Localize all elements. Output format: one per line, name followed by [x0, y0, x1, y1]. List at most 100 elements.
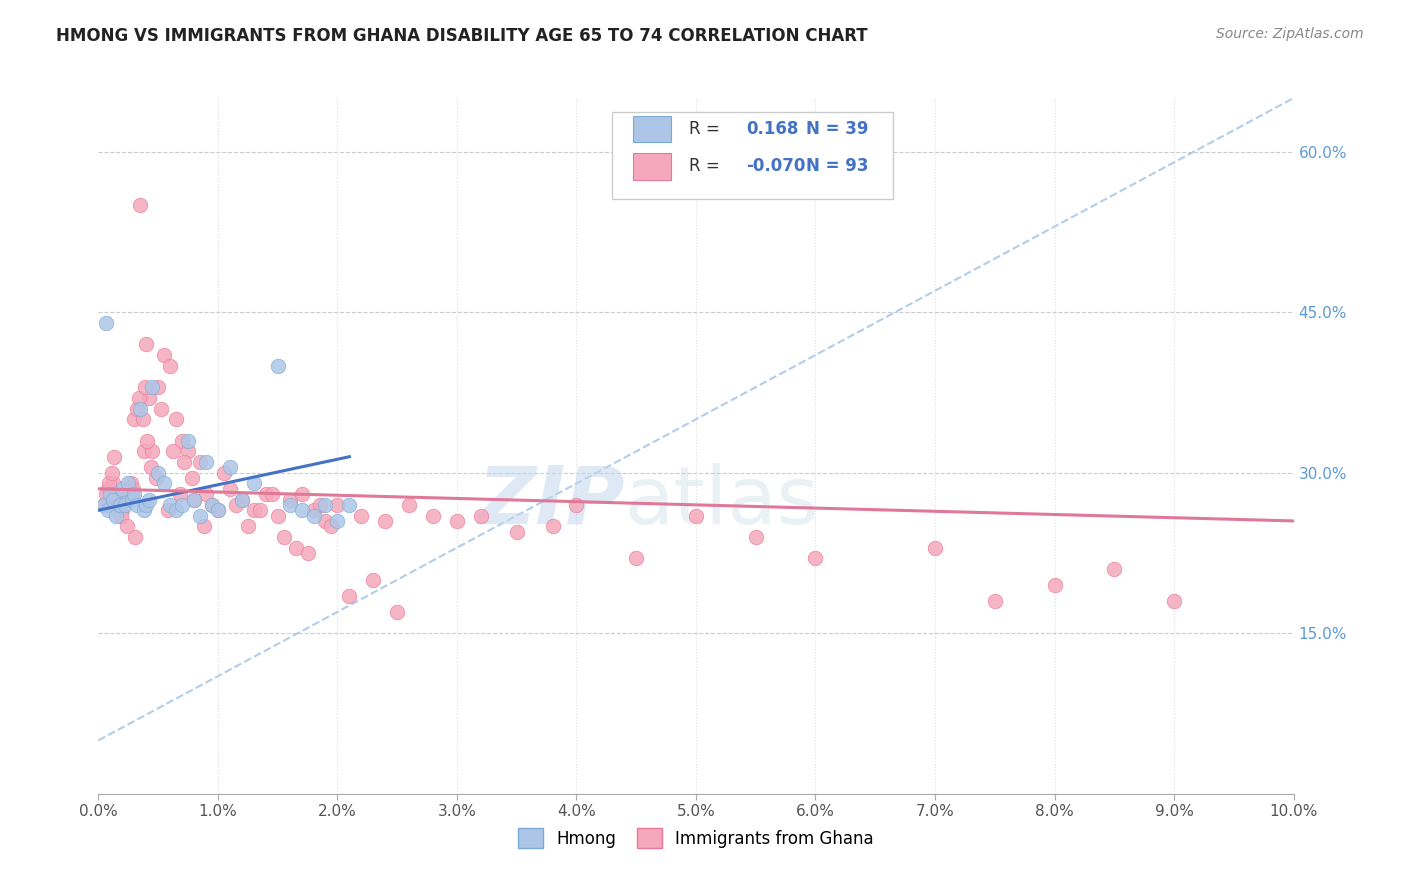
Point — [98, 487, 122, 501]
FancyBboxPatch shape — [613, 112, 893, 199]
Point — [122, 482, 145, 496]
Point — [153, 348, 176, 362]
Text: ZIP: ZIP — [477, 463, 624, 541]
Point — [302, 508, 325, 523]
Point — [129, 198, 152, 212]
Point — [124, 530, 146, 544]
Point — [207, 503, 229, 517]
Point — [165, 503, 187, 517]
Point — [685, 508, 707, 523]
Point — [315, 514, 337, 528]
Point — [165, 412, 187, 426]
Point — [291, 487, 314, 501]
Bar — [633, 153, 671, 179]
Point — [93, 498, 115, 512]
Point — [231, 492, 253, 507]
Point — [112, 487, 135, 501]
Text: HMONG VS IMMIGRANTS FROM GHANA DISABILITY AGE 65 TO 74 CORRELATION CHART: HMONG VS IMMIGRANTS FROM GHANA DISABILIT… — [56, 27, 868, 45]
Point — [172, 434, 194, 448]
Point — [374, 514, 396, 528]
Point — [212, 466, 235, 480]
Point — [297, 546, 319, 560]
Point — [219, 482, 242, 496]
Point — [225, 498, 247, 512]
Point — [120, 476, 142, 491]
Point — [236, 519, 259, 533]
Point — [105, 508, 128, 523]
Point — [350, 508, 373, 523]
Point — [117, 492, 139, 507]
Point — [103, 450, 125, 464]
Point — [162, 444, 184, 458]
Point — [201, 498, 224, 512]
Point — [159, 359, 181, 373]
Point — [260, 487, 283, 501]
Point — [422, 508, 444, 523]
Point — [180, 471, 202, 485]
Point — [243, 476, 266, 491]
Point — [98, 498, 122, 512]
Point — [173, 455, 195, 469]
Point — [188, 508, 211, 523]
Text: atlas: atlas — [624, 463, 818, 541]
Text: R =: R = — [689, 120, 720, 137]
Point — [172, 498, 194, 512]
Point — [193, 519, 215, 533]
Point — [267, 359, 290, 373]
Point — [131, 412, 153, 426]
Text: 0.168: 0.168 — [747, 120, 799, 137]
Point — [145, 471, 167, 485]
Point — [108, 498, 131, 512]
Point — [129, 401, 152, 416]
Point — [111, 503, 134, 517]
Point — [124, 412, 146, 426]
Point — [984, 594, 1007, 608]
Legend: Hmong, Immigrants from Ghana: Hmong, Immigrants from Ghana — [512, 822, 880, 855]
Point — [626, 551, 648, 566]
Point — [139, 460, 162, 475]
Point — [132, 444, 155, 458]
Point — [278, 498, 301, 512]
Point — [243, 503, 266, 517]
Point — [138, 391, 160, 405]
Point — [804, 551, 827, 566]
Point — [291, 503, 314, 517]
Point — [326, 498, 349, 512]
Point — [1043, 578, 1066, 592]
Point — [94, 316, 117, 330]
Point — [339, 589, 361, 603]
Point — [188, 455, 211, 469]
Point — [93, 498, 115, 512]
Point — [321, 519, 343, 533]
Point — [94, 487, 117, 501]
Point — [302, 503, 325, 517]
Text: R =: R = — [689, 157, 720, 176]
Point — [1104, 562, 1126, 576]
Point — [745, 530, 768, 544]
Point — [398, 498, 420, 512]
Point — [267, 508, 290, 523]
Point — [339, 498, 361, 512]
Point — [506, 524, 529, 539]
Point — [132, 503, 155, 517]
Point — [100, 466, 122, 480]
Point — [207, 503, 229, 517]
Point — [124, 487, 146, 501]
Point — [111, 482, 134, 496]
Text: N = 93: N = 93 — [806, 157, 869, 176]
Point — [121, 487, 143, 501]
Point — [148, 380, 170, 394]
Point — [98, 476, 121, 491]
Point — [107, 492, 129, 507]
Point — [385, 605, 409, 619]
Text: Source: ZipAtlas.com: Source: ZipAtlas.com — [1216, 27, 1364, 41]
Point — [125, 401, 148, 416]
Point — [183, 492, 205, 507]
Point — [138, 492, 160, 507]
Point — [308, 498, 330, 512]
Point — [315, 498, 337, 512]
Point — [97, 503, 120, 517]
Point — [249, 503, 271, 517]
Point — [219, 460, 242, 475]
Point — [278, 492, 301, 507]
